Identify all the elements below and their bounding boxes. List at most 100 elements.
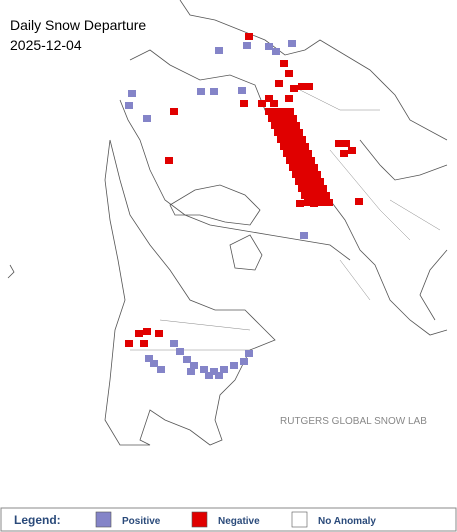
negative-cell xyxy=(319,185,327,192)
coastlines xyxy=(7,0,448,446)
negative-cell xyxy=(296,200,304,207)
negative-cell xyxy=(285,122,293,129)
negative-cell xyxy=(285,70,293,77)
negative-cell xyxy=(288,129,296,136)
negative-cell xyxy=(270,100,278,107)
negative-cell xyxy=(286,157,294,164)
negative-cell xyxy=(274,129,282,136)
positive-cell xyxy=(230,362,238,369)
negative-cell xyxy=(275,115,283,122)
negative-cell xyxy=(316,178,324,185)
negative-cell xyxy=(310,164,318,171)
positive-cell xyxy=(170,340,178,347)
negative-cell xyxy=(318,195,326,202)
positive-cell xyxy=(210,368,218,375)
positive-cell xyxy=(220,366,228,373)
positive-cell xyxy=(176,348,184,355)
negative-cell xyxy=(275,80,283,87)
negative-cell xyxy=(325,199,333,206)
legend: Positive Negative No Anomaly xyxy=(95,511,376,528)
negative-cell xyxy=(302,178,310,185)
negative-cell xyxy=(287,143,295,150)
negative-cell xyxy=(303,164,311,171)
negative-cell xyxy=(299,171,307,178)
borders xyxy=(130,89,441,351)
positive-cell xyxy=(238,87,246,94)
anomaly-cells xyxy=(125,33,363,379)
negative-cell xyxy=(292,122,300,129)
negative-cell xyxy=(284,136,292,143)
negative-cell xyxy=(282,115,290,122)
title: Daily Snow Departure xyxy=(10,17,146,33)
negative-cell xyxy=(298,83,306,90)
positive-cell xyxy=(265,43,273,50)
legend-swatch xyxy=(291,511,308,528)
positive-cell xyxy=(197,88,205,95)
positive-cell xyxy=(240,358,248,365)
negative-cell xyxy=(278,122,286,129)
legend-swatch xyxy=(191,511,208,528)
negative-cell xyxy=(289,164,297,171)
negative-cell xyxy=(304,150,312,157)
positive-cell xyxy=(215,372,223,379)
negative-cell xyxy=(294,143,302,150)
negative-cell xyxy=(135,330,143,337)
negative-cell xyxy=(265,108,273,115)
negative-cell xyxy=(300,157,308,164)
negative-cell xyxy=(301,192,309,199)
negative-cell xyxy=(240,100,248,107)
positive-cell xyxy=(157,366,165,373)
negative-cell xyxy=(280,60,288,67)
negative-cell xyxy=(295,129,303,136)
legend-label: Positive xyxy=(122,516,161,527)
negative-cell xyxy=(318,199,326,206)
negative-cell xyxy=(309,178,317,185)
negative-cell xyxy=(305,185,313,192)
negative-cell xyxy=(280,143,288,150)
legend-title: Legend: xyxy=(14,513,61,527)
positive-cell xyxy=(145,355,153,362)
negative-cell xyxy=(140,340,148,347)
date: 2025-12-04 xyxy=(10,37,82,53)
negative-cell xyxy=(125,340,133,347)
negative-cell xyxy=(312,185,320,192)
negative-cell xyxy=(293,157,301,164)
positive-cell xyxy=(190,362,198,369)
negative-cell xyxy=(291,136,299,143)
positive-cell xyxy=(200,366,208,373)
negative-cell xyxy=(258,100,266,107)
credit: RUTGERS GLOBAL SNOW LAB xyxy=(280,416,427,427)
legend-label: No Anomaly xyxy=(318,516,376,527)
negative-cell xyxy=(295,178,303,185)
positive-cell xyxy=(215,47,223,54)
negative-cell xyxy=(310,200,318,207)
negative-cell xyxy=(289,115,297,122)
negative-cell xyxy=(265,95,273,102)
legend-swatch xyxy=(95,511,112,528)
positive-cell xyxy=(300,232,308,239)
positive-cell xyxy=(245,350,253,357)
positive-cell xyxy=(125,102,133,109)
negative-cell xyxy=(272,108,280,115)
legend-box xyxy=(0,507,457,532)
negative-cell xyxy=(155,330,163,337)
positive-cell xyxy=(243,42,251,49)
positive-cell xyxy=(272,48,280,55)
negative-cell xyxy=(335,140,343,147)
positive-cell xyxy=(150,360,158,367)
negative-cell xyxy=(308,192,316,199)
positive-cell xyxy=(128,90,136,97)
negative-cell xyxy=(305,83,313,90)
negative-cell xyxy=(281,129,289,136)
negative-cell xyxy=(301,143,309,150)
negative-cell xyxy=(306,171,314,178)
negative-cell xyxy=(283,150,291,157)
negative-cell xyxy=(290,85,298,92)
negative-cell xyxy=(279,108,287,115)
positive-cell xyxy=(288,40,296,47)
negative-cell xyxy=(355,198,363,205)
negative-cell xyxy=(348,147,356,154)
negative-cell xyxy=(298,185,306,192)
negative-cell xyxy=(313,171,321,178)
